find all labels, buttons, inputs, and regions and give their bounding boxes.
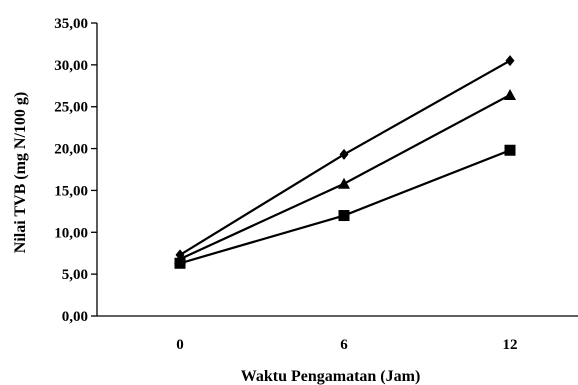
y-tick-label: 10,00 [54, 225, 88, 241]
y-tick-label: 20,00 [54, 142, 88, 158]
data-point-square [174, 257, 186, 269]
data-point-square [504, 144, 516, 156]
data-point-triangle [504, 88, 516, 100]
series-line-triangle [179, 94, 511, 261]
data-point-diamond [505, 55, 515, 67]
y-tick-label: 0,00 [62, 309, 88, 325]
series-square [174, 144, 516, 269]
data-point-diamond [339, 148, 349, 160]
y-tick-label: 15,00 [54, 183, 88, 199]
y-tick-label: 35,00 [54, 16, 88, 32]
y-axis-title: Nilai TVB (mg N/100 g) [12, 92, 29, 253]
y-tick-label: 25,00 [54, 100, 88, 116]
y-tick-label: 5,00 [62, 267, 88, 283]
data-point-square [338, 210, 350, 222]
data-point-triangle [338, 177, 350, 189]
series-line-square [179, 149, 511, 265]
x-axis-ticks: 0 6 12 [176, 337, 517, 353]
series-triangle [174, 88, 516, 265]
y-axis-ticks: 0,00 5,00 10,00 15,00 20,00 25,00 30,00 35,00 [54, 16, 97, 325]
x-tick-label: 6 [340, 337, 348, 353]
y-tick-label: 30,00 [54, 58, 88, 74]
x-tick-label: 12 [503, 337, 518, 353]
series-group [174, 55, 516, 269]
x-axis-title: Waktu Pengamatan (Jam) [241, 368, 421, 385]
x-tick-label: 0 [176, 337, 184, 353]
series-diamond [175, 55, 515, 261]
